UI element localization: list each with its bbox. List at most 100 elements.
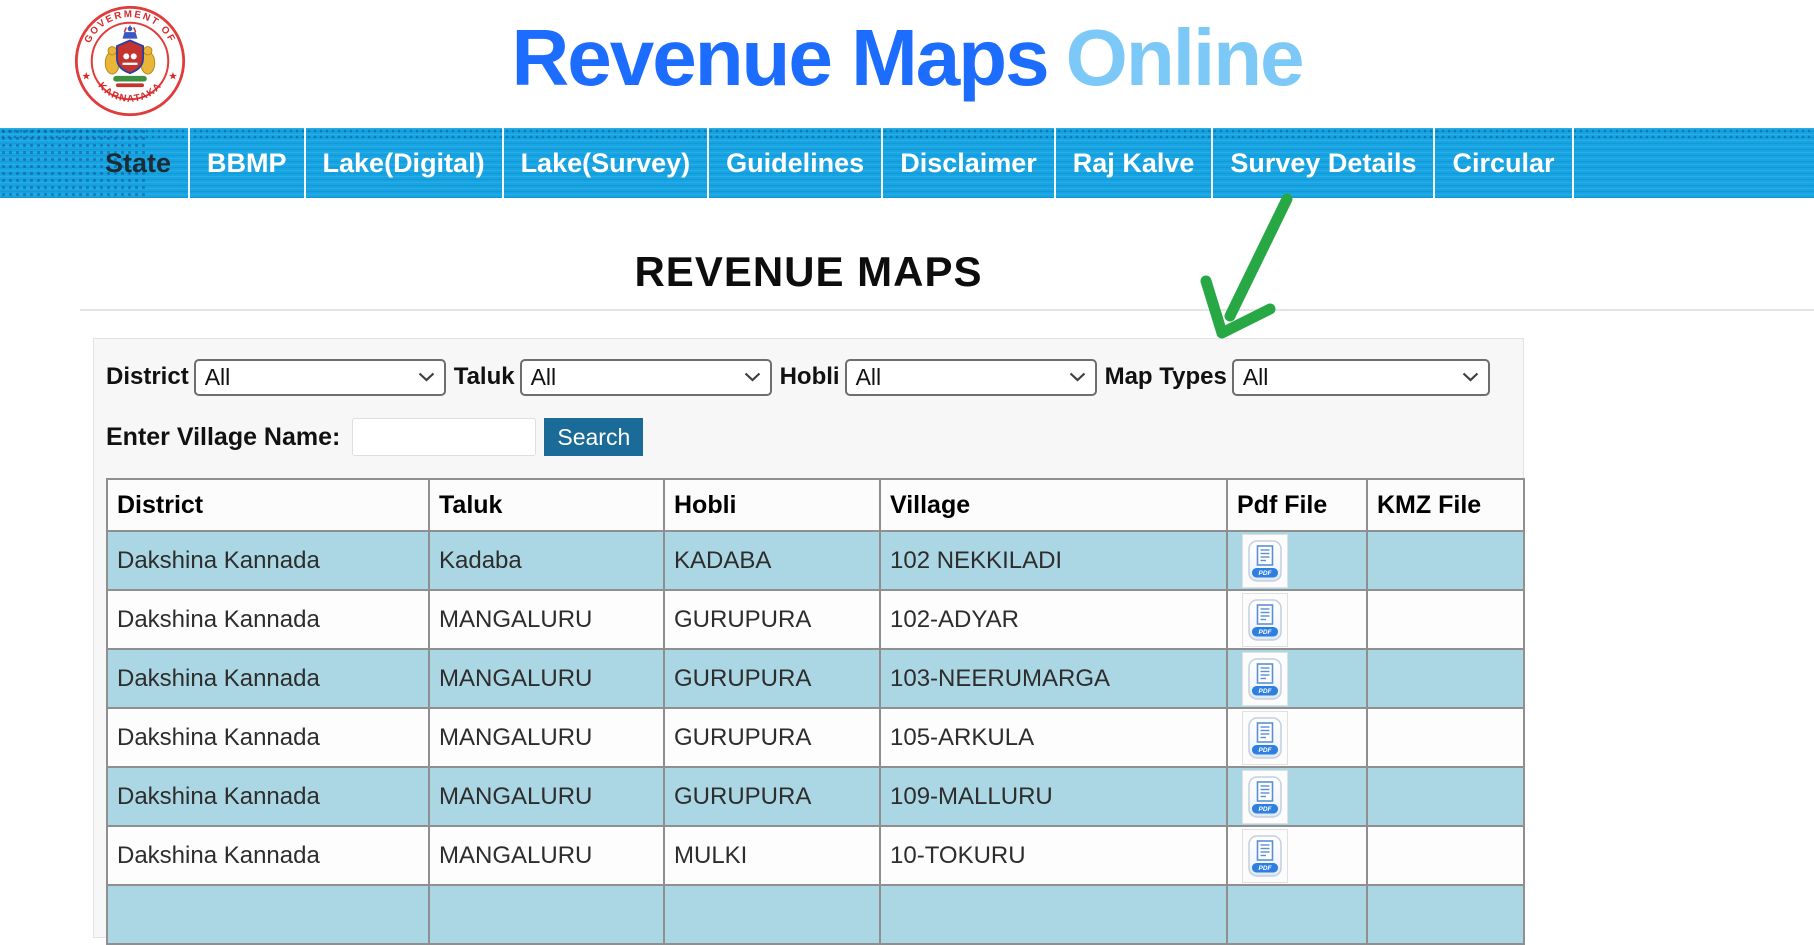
district-cell: Dakshina Kannada [106,648,430,709]
revenue-maps-panel: District All Taluk All Hobli All Map Typ… [93,338,1525,945]
taluk-cell: MANGALURU [428,766,665,827]
pdf-file-link[interactable]: PDF [1242,769,1288,824]
pdf-file-link[interactable]: PDF [1242,592,1288,647]
site-title-secondary: Online [1065,13,1305,102]
hobli-cell: MULKI [663,825,881,886]
svg-text:PDF: PDF [1259,570,1273,577]
star-icon: ★ [168,72,177,83]
table-body: Dakshina Kannada Kadaba KADABA 102 NEKKILAD… [106,530,1525,945]
svg-text:PDF: PDF [1259,629,1273,636]
map-types-label: Map Types [1104,363,1227,390]
hobli-cell: GURUPURA [663,707,881,768]
hobli-label: Hobli [779,363,840,390]
page-header: GOVERMENT OF KARNATAKA ★ ★ Revenue Maps O… [0,0,1814,128]
column-header-taluk: Taluk [428,478,665,532]
hobli-select[interactable]: All [844,358,1097,396]
chevron-down-icon [1462,372,1479,382]
nav-item-lake-digital[interactable]: Lake(Digital) [306,128,504,198]
village-search-row: Enter Village Name: Search [106,417,644,457]
table-header-row: District Taluk Hobli Village Pdf File KMZ Fil… [106,478,1525,532]
svg-text:PDF: PDF [1259,806,1273,813]
main-navbar: State BBMP Lake(Digital) Lake(Survey) Guidel… [0,128,1814,198]
column-header-kmz-file: KMZ File [1366,478,1525,532]
table-row: Dakshina Kannada MANGALURU GURUPURA 105-ARK… [106,707,1525,768]
nav-item-circular[interactable]: Circular [1435,128,1574,198]
village-cell: 103-NEERUMARGA [879,648,1228,709]
pdf-file-cell: PDF [1226,766,1368,827]
village-cell: 102 NEKKILADI [879,530,1228,591]
kmz-file-cell [1366,707,1525,768]
svg-text:PDF: PDF [1259,865,1273,872]
village-cell: 109-MALLURU [879,766,1228,827]
kmz-file-cell [1366,766,1525,827]
divider [80,309,1814,311]
district-cell: Dakshina Kannada [106,707,430,768]
chevron-down-icon [744,372,761,382]
hobli-cell: GURUPURA [663,589,881,650]
kmz-file-cell [1366,530,1525,591]
column-header-village: Village [879,478,1228,532]
pdf-file-cell: PDF [1226,707,1368,768]
karnataka-government-seal: GOVERMENT OF KARNATAKA ★ ★ [74,5,186,117]
kmz-file-cell [1366,589,1525,650]
table-row: Dakshina Kannada MANGALURU GURUPURA 109-MAL… [106,766,1525,827]
taluk-cell: Kadaba [428,530,665,591]
pdf-document-icon: PDF [1248,598,1282,641]
table-row: Dakshina Kannada MANGALURU GURUPURA 102-ADY… [106,589,1525,650]
map-types-select[interactable]: All [1231,358,1490,396]
hobli-cell: KADABA [663,530,881,591]
district-label: District [106,363,189,390]
pdf-file-cell: PDF [1226,530,1368,591]
pdf-file-cell: PDF [1226,589,1368,650]
table-row-partial [106,884,1525,945]
chevron-down-icon [418,372,435,382]
site-title: Revenue Maps Online [0,0,1814,116]
village-name-label: Enter Village Name: [106,422,341,451]
nav-item-bbmp[interactable]: BBMP [190,128,306,198]
taluk-select[interactable]: All [519,358,772,396]
nav-item-raj-kalve[interactable]: Raj Kalve [1056,128,1214,198]
taluk-cell: MANGALURU [428,589,665,650]
nav-item-guidelines[interactable]: Guidelines [709,128,884,198]
pdf-file-link[interactable]: PDF [1242,533,1288,588]
district-select-value: All [204,363,231,390]
pdf-file-link[interactable]: PDF [1242,651,1288,706]
taluk-cell: MANGALURU [428,707,665,768]
nav-item-state[interactable]: State [88,128,191,198]
pdf-document-icon: PDF [1248,716,1282,759]
pdf-file-cell: PDF [1226,825,1368,886]
taluk-select-value: All [530,363,557,390]
village-cell: 10-TOKURU [879,825,1228,886]
table-row: Dakshina Kannada MANGALURU MULKI 10-TOKURU P… [106,825,1525,886]
pdf-document-icon: PDF [1248,657,1282,700]
pdf-file-link[interactable]: PDF [1242,710,1288,765]
nav-item-lake-survey[interactable]: Lake(Survey) [504,128,710,198]
revenue-maps-table: District Taluk Hobli Village Pdf File KMZ Fil… [106,478,1525,945]
search-button[interactable]: Search [544,418,644,456]
page-title: REVENUE MAPS [634,248,983,295]
column-header-pdf-file: Pdf File [1226,478,1368,532]
district-select[interactable]: All [193,358,446,396]
seal-emblem [104,25,156,88]
taluk-cell: MANGALURU [428,648,665,709]
district-cell: Dakshina Kannada [106,825,430,886]
table-row: Dakshina Kannada Kadaba KADABA 102 NEKKILAD… [106,530,1525,591]
kmz-file-cell [1366,825,1525,886]
pdf-file-link[interactable]: PDF [1242,828,1288,883]
pdf-document-icon: PDF [1248,775,1282,818]
nav-item-disclaimer[interactable]: Disclaimer [883,128,1056,198]
pdf-document-icon: PDF [1248,539,1282,582]
district-cell: Dakshina Kannada [106,766,430,827]
nav-list: State BBMP Lake(Digital) Lake(Survey) Guidel… [0,128,1814,198]
map-types-select-value: All [1242,363,1269,390]
district-cell: Dakshina Kannada [106,530,430,591]
hobli-cell: GURUPURA [663,648,881,709]
nav-item-survey-details[interactable]: Survey Details [1213,128,1436,198]
filter-row: District All Taluk All Hobli All Map Typ… [106,358,1490,396]
taluk-cell: MANGALURU [428,825,665,886]
svg-text:PDF: PDF [1259,688,1273,695]
village-cell: 102-ADYAR [879,589,1228,650]
hobli-cell: GURUPURA [663,766,881,827]
column-header-hobli: Hobli [663,478,881,532]
village-name-input[interactable] [352,418,537,456]
